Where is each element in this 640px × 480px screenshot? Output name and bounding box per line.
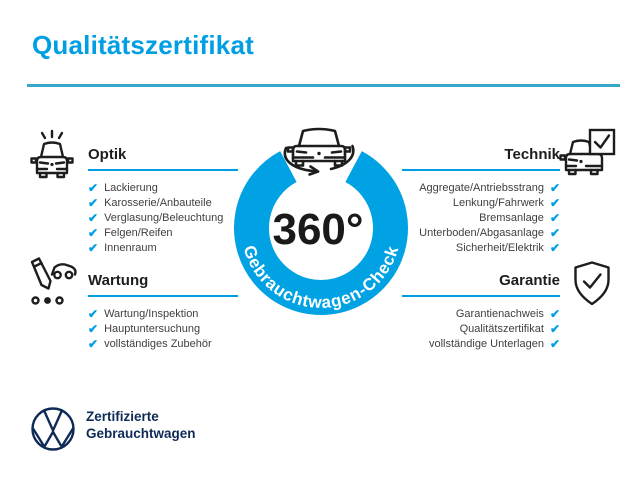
brand-line2: Gebrauchtwagen <box>86 426 196 441</box>
check-item-label: Lackierung <box>104 182 158 194</box>
section-garantie-underline <box>402 295 560 297</box>
check-item: ✔ Karosserie/Anbauteile <box>88 196 238 211</box>
check-item: ✔ vollständiges Zubehör <box>88 337 238 352</box>
car-checkbox-icon <box>558 128 616 180</box>
section-optik-underline <box>88 169 238 171</box>
section-optik-title: Optik <box>88 146 127 163</box>
section-garantie-title: Garantie <box>499 272 560 289</box>
check-icon: ✔ <box>549 337 560 351</box>
check-icon: ✔ <box>549 196 560 210</box>
check-item: ✔ Sicherheit/Elektrik <box>402 241 560 256</box>
check-item-label: vollständiges Zubehör <box>104 338 212 350</box>
header-divider <box>27 84 620 87</box>
check-item: ✔ Bremsanlage <box>402 211 560 226</box>
section-wartung-underline <box>88 295 238 297</box>
check-icon: ✔ <box>549 307 560 321</box>
check-item-label: Hauptuntersuchung <box>104 323 201 335</box>
check-icon: ✔ <box>88 181 99 195</box>
check-item-label: Garantienachweis <box>455 308 544 320</box>
rotating-car-icon <box>283 127 355 176</box>
check-icon: ✔ <box>88 337 99 351</box>
check-item-label: Karosserie/Anbauteile <box>104 197 212 209</box>
check-item-label: Wartung/Inspektion <box>104 308 199 320</box>
check-item-label: Innenraum <box>104 242 157 254</box>
check-icon: ✔ <box>549 241 560 255</box>
check-item-label: Bremsanlage <box>479 212 544 224</box>
page-title: Qualitätszertifikat <box>32 30 254 60</box>
check-item-label: Verglasung/Beleuchtung <box>104 212 224 224</box>
brand-line1: Zertifizierte <box>86 409 159 424</box>
section-technik-title: Technik <box>504 146 560 163</box>
brand-text: Zertifizierte Gebrauchtwagen <box>86 408 196 442</box>
section-wartung: Wartung ✔ Wartung/Inspektion ✔ Hauptunte… <box>88 272 238 352</box>
check-item: ✔ vollständige Unterlagen <box>402 337 560 352</box>
check-item: ✔ Lenkung/Fahrwerk <box>402 196 560 211</box>
check-item-label: Qualitätszertifikat <box>459 323 544 335</box>
vw-logo <box>30 406 76 452</box>
check-icon: ✔ <box>88 211 99 225</box>
service-note-icon <box>22 255 78 309</box>
section-garantie: Garantie ✔ Garantienachweis ✔ Qualitätsz… <box>402 272 560 352</box>
check-item-label: Sicherheit/Elektrik <box>455 242 544 254</box>
section-garantie-list: ✔ Garantienachweis ✔ Qualitätszertifikat… <box>402 307 560 352</box>
360-check-badge: Gebrauchtwagen-Check 360° <box>218 110 424 322</box>
check-item-label: Aggregate/Antriebsstrang <box>419 182 544 194</box>
check-item: ✔ Innenraum <box>88 241 238 256</box>
check-item: ✔ Lackierung <box>88 181 238 196</box>
section-technik-underline <box>402 169 560 171</box>
check-item-label: Unterboden/Abgasanlage <box>419 227 544 239</box>
check-item: ✔ Garantienachweis <box>402 307 560 322</box>
shield-check-icon <box>569 259 615 309</box>
badge-value: 360° <box>272 205 363 254</box>
check-icon: ✔ <box>88 226 99 240</box>
check-item: ✔ Wartung/Inspektion <box>88 307 238 322</box>
check-item: ✔ Unterboden/Abgasanlage <box>402 226 560 241</box>
check-icon: ✔ <box>549 226 560 240</box>
section-wartung-title: Wartung <box>88 272 149 289</box>
check-icon: ✔ <box>88 196 99 210</box>
check-icon: ✔ <box>549 322 560 336</box>
check-item: ✔ Hauptuntersuchung <box>88 322 238 337</box>
check-item: ✔ Qualitätszertifikat <box>402 322 560 337</box>
check-item: ✔ Aggregate/Antriebsstrang <box>402 181 560 196</box>
section-optik: Optik ✔ Lackierung ✔ Karosserie/Anbautei… <box>88 146 238 256</box>
check-item-label: vollständige Unterlagen <box>428 338 544 350</box>
section-wartung-list: ✔ Wartung/Inspektion ✔ Hauptuntersuchung… <box>88 307 238 352</box>
check-icon: ✔ <box>549 181 560 195</box>
check-icon: ✔ <box>88 322 99 336</box>
car-shine-icon <box>26 129 78 185</box>
ring-shape <box>234 151 408 315</box>
section-technik-list: ✔ Aggregate/Antriebsstrang ✔ Lenkung/Fah… <box>402 181 560 256</box>
section-technik: Technik ✔ Aggregate/Antriebsstrang ✔ Len… <box>402 146 560 256</box>
check-icon: ✔ <box>88 241 99 255</box>
check-item: ✔ Felgen/Reifen <box>88 226 238 241</box>
check-item-label: Felgen/Reifen <box>104 227 173 239</box>
check-item: ✔ Verglasung/Beleuchtung <box>88 211 238 226</box>
check-icon: ✔ <box>88 307 99 321</box>
section-optik-list: ✔ Lackierung ✔ Karosserie/Anbauteile ✔ V… <box>88 181 238 256</box>
check-item-label: Lenkung/Fahrwerk <box>452 197 544 209</box>
check-icon: ✔ <box>549 211 560 225</box>
